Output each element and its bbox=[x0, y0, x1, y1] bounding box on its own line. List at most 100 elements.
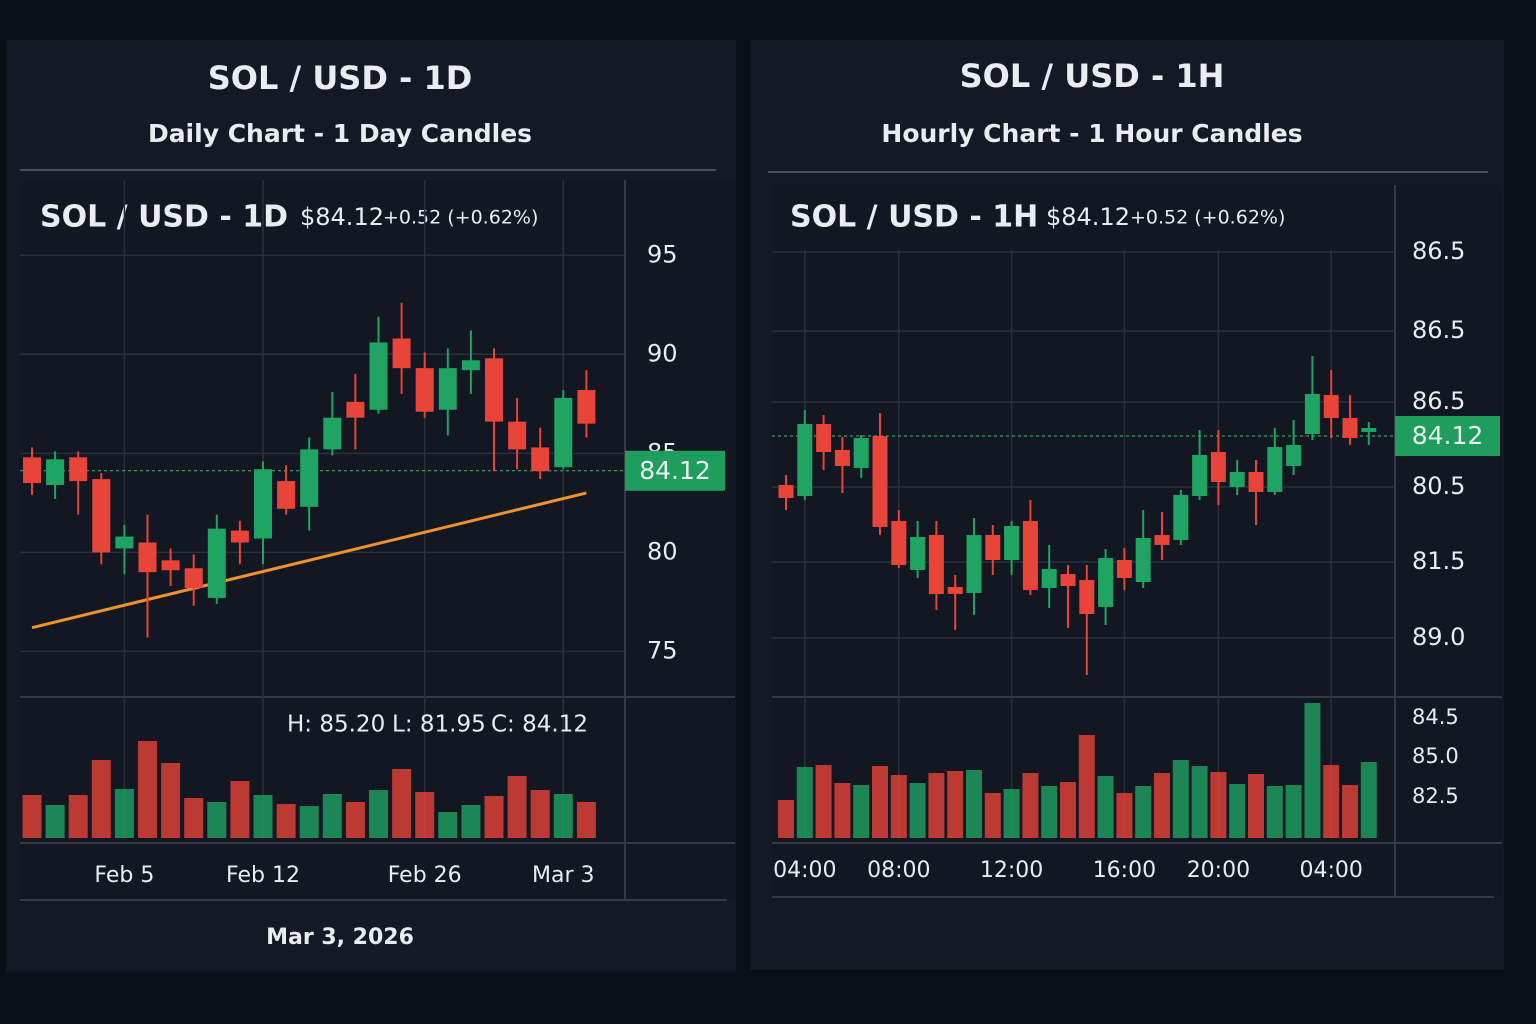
candle-body bbox=[138, 542, 157, 573]
chart-subtitle: Hourly Chart - 1 Hour Candles bbox=[881, 119, 1302, 148]
volume-bar bbox=[484, 796, 504, 838]
candle-body bbox=[816, 424, 832, 452]
candle-body bbox=[1116, 560, 1132, 578]
volume-bar bbox=[461, 805, 481, 838]
volume-bar bbox=[22, 795, 42, 838]
ohlc-stat: H: 85.20 bbox=[287, 712, 385, 738]
volume-bar bbox=[415, 792, 435, 838]
volume-bar bbox=[1003, 789, 1020, 838]
x-tick-label: Feb 5 bbox=[94, 863, 154, 888]
candle-body bbox=[853, 438, 869, 468]
volume-bar bbox=[438, 812, 458, 838]
y-axis-label: 89.0 bbox=[1412, 623, 1465, 651]
footer-date: Mar 3, 2026 bbox=[266, 925, 414, 950]
candle-body bbox=[778, 485, 794, 498]
volume-bar bbox=[1116, 793, 1133, 838]
candle-body bbox=[1098, 558, 1114, 607]
candle-body bbox=[184, 568, 203, 589]
volume-bar bbox=[91, 760, 111, 838]
y-tick-label: 95 bbox=[647, 240, 678, 268]
volume-axis-label: 82.5 bbox=[1412, 784, 1459, 808]
y-axis-label: 80.5 bbox=[1412, 472, 1465, 500]
candle-body bbox=[438, 368, 457, 410]
trendline bbox=[31, 491, 587, 630]
volume-bar bbox=[890, 775, 907, 838]
x-tick-label: Mar 3 bbox=[532, 863, 595, 888]
candle-body bbox=[985, 535, 1001, 560]
volume-bar bbox=[1022, 773, 1039, 838]
chart-title: SOL / USD - 1H bbox=[960, 57, 1225, 95]
volume-bar bbox=[1172, 760, 1189, 838]
y-axis-label: 86.5 bbox=[1412, 237, 1465, 265]
volume-bar bbox=[1266, 786, 1283, 838]
candle-body bbox=[554, 397, 573, 468]
volume-bar bbox=[815, 765, 832, 838]
volume-bar bbox=[114, 789, 134, 838]
volume-bar bbox=[1078, 735, 1095, 838]
volume-bar bbox=[253, 795, 273, 838]
volume-bar bbox=[576, 802, 596, 838]
candle-body bbox=[508, 421, 527, 450]
candle-body bbox=[891, 521, 907, 565]
volume-bar bbox=[928, 773, 945, 838]
header-change: +0.52 (+0.62%) bbox=[383, 207, 538, 229]
volume-bar bbox=[207, 802, 227, 838]
chart-title: SOL / USD - 1D bbox=[208, 59, 473, 97]
volume-axis-label: 85.0 bbox=[1412, 744, 1459, 768]
candle-body bbox=[207, 528, 226, 598]
x-tick-label: Feb 12 bbox=[226, 863, 300, 888]
volume-bar bbox=[872, 766, 888, 838]
volume-bar bbox=[947, 771, 964, 838]
volume-bar bbox=[1342, 785, 1358, 838]
candle-body bbox=[797, 424, 813, 496]
candle-body bbox=[415, 368, 434, 412]
volume-bar bbox=[834, 783, 851, 838]
candle-body bbox=[46, 459, 65, 486]
volume-bar bbox=[299, 806, 319, 838]
candle-body bbox=[1286, 445, 1302, 466]
volume-bar bbox=[392, 769, 412, 838]
candle-body bbox=[254, 469, 272, 539]
volume-bar bbox=[778, 800, 794, 838]
x-tick-label: 08:00 bbox=[867, 858, 930, 883]
candle-body bbox=[872, 436, 888, 527]
header-change: +0.52 (+0.62%) bbox=[1130, 207, 1285, 229]
volume-bar bbox=[230, 781, 250, 838]
volume-bar bbox=[369, 790, 388, 838]
candle-body bbox=[910, 537, 926, 570]
volume-axis-label: 84.5 bbox=[1412, 705, 1459, 729]
candle-body bbox=[1173, 495, 1189, 540]
candle-body bbox=[966, 535, 982, 593]
candle-body bbox=[1248, 472, 1264, 492]
candle-body bbox=[1361, 428, 1377, 432]
volume-bar bbox=[853, 785, 870, 838]
candle-body bbox=[300, 449, 319, 507]
candle-body bbox=[1079, 580, 1095, 614]
volume-bar bbox=[1210, 772, 1227, 838]
candle-body bbox=[1210, 452, 1226, 482]
candle-body bbox=[92, 479, 111, 553]
volume-bar bbox=[45, 805, 65, 838]
candle-body bbox=[1342, 418, 1358, 438]
volume-bar bbox=[1323, 765, 1340, 838]
candle-body bbox=[485, 358, 503, 422]
volume-bar bbox=[796, 767, 813, 838]
candle-body bbox=[1267, 447, 1283, 492]
volume-bar bbox=[1060, 782, 1076, 838]
volume-bar bbox=[1360, 762, 1377, 838]
volume-bar bbox=[161, 763, 181, 838]
y-tick-label: 90 bbox=[647, 339, 678, 367]
y-tick-label: 75 bbox=[647, 636, 678, 664]
ohlc-stat: C: 84.12 bbox=[491, 712, 588, 738]
volume-bar bbox=[1097, 776, 1114, 838]
volume-bar bbox=[138, 741, 157, 838]
y-axis-label: 81.5 bbox=[1412, 547, 1465, 575]
candle-body bbox=[928, 535, 944, 594]
x-tick-label: 04:00 bbox=[773, 858, 836, 883]
candle-body bbox=[369, 342, 388, 410]
volume-bar bbox=[345, 802, 365, 838]
volume-bar bbox=[68, 795, 88, 838]
volume-bar bbox=[966, 770, 982, 838]
candle-body bbox=[115, 536, 134, 549]
candle-body bbox=[1154, 535, 1170, 545]
